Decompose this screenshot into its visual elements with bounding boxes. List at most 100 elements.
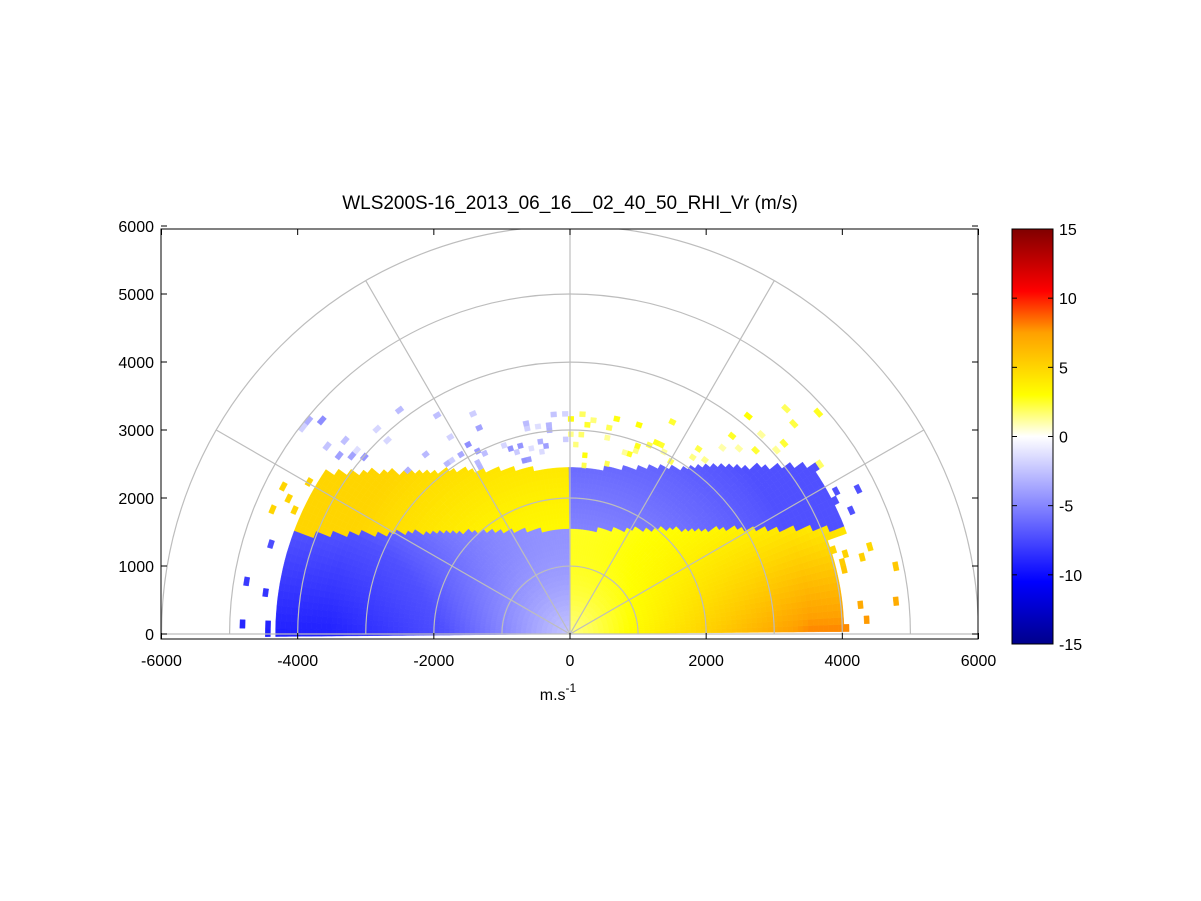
velocity-cell [561, 502, 566, 509]
velocity-cell [715, 616, 722, 622]
velocity-cell [579, 482, 585, 489]
velocity-cell [556, 487, 562, 494]
velocity-cell [567, 416, 575, 422]
velocity-cell [717, 463, 726, 472]
velocity-cell [710, 621, 717, 626]
velocity-cell [575, 492, 581, 499]
velocity-cell [743, 411, 753, 421]
velocity-cell [831, 486, 841, 497]
velocity-cell [551, 472, 557, 479]
velocity-cell [443, 459, 452, 468]
velocity-cell [560, 477, 565, 484]
velocity-cell [680, 629, 686, 634]
velocity-cell [731, 623, 737, 629]
velocity-cell [685, 626, 692, 631]
velocity-cell [786, 608, 793, 616]
velocity-cell [828, 624, 835, 632]
velocity-cell [559, 467, 565, 474]
velocity-cell [538, 448, 545, 455]
velocity-cell [741, 618, 747, 624]
velocity-cell [721, 628, 727, 633]
velocity-cell [690, 629, 697, 634]
velocity-cell [560, 482, 566, 489]
velocity-cell [773, 462, 783, 473]
velocity-cell [576, 477, 582, 484]
velocity-cell [680, 466, 688, 474]
velocity-cell [580, 472, 586, 479]
velocity-cell [720, 620, 727, 626]
velocity-cell [564, 472, 569, 478]
velocity-cell [710, 624, 717, 630]
velocity-cell [807, 625, 814, 633]
velocity-cell [636, 465, 643, 473]
velocity-cell [694, 444, 703, 453]
velocity-cell [668, 418, 677, 426]
velocity-cell [688, 453, 697, 462]
velocity-cell [581, 467, 587, 474]
velocity-cell [812, 612, 819, 620]
velocity-cell [892, 596, 900, 606]
velocity-cell [568, 472, 574, 478]
velocity-cell [740, 613, 747, 620]
velocity-cell [580, 477, 586, 484]
velocity-cell [725, 619, 732, 625]
velocity-cell [797, 619, 804, 627]
velocity-cell [725, 463, 734, 472]
velocity-cell [284, 493, 294, 504]
velocity-cell [827, 610, 834, 619]
velocity-cell [562, 513, 567, 519]
velocity-cell [734, 444, 744, 453]
velocity-cell [568, 482, 573, 488]
velocity-cell [577, 513, 582, 520]
velocity-cell [821, 604, 828, 613]
velocity-cell [766, 621, 773, 628]
velocity-cell [545, 422, 553, 429]
velocity-cell [817, 618, 824, 626]
velocity-cell [372, 424, 382, 434]
velocity-cell [500, 441, 508, 449]
velocity-cell [761, 616, 768, 623]
velocity-cell [575, 508, 580, 514]
velocity-cell [694, 464, 703, 472]
velocity-cell [634, 442, 642, 450]
velocity-cell [574, 518, 579, 525]
velocity-cell [726, 628, 732, 633]
velocity-cell [741, 464, 750, 474]
velocity-cell [755, 612, 762, 618]
velocity-cell [772, 626, 778, 633]
velocity-cell [865, 541, 874, 552]
velocity-cell [802, 613, 809, 621]
velocity-cell [710, 628, 717, 634]
velocity-cell [800, 600, 808, 608]
velocity-cell [750, 607, 757, 614]
velocity-cell [567, 431, 574, 437]
velocity-cell [576, 472, 582, 479]
velocity-cell [564, 477, 569, 484]
velocity-cell [584, 478, 590, 485]
velocity-cell [568, 487, 573, 494]
velocity-cell [566, 528, 570, 535]
velocity-cell [751, 445, 761, 455]
velocity-cell [316, 415, 327, 426]
velocity-cell [796, 607, 803, 615]
velocity-cell [791, 613, 798, 621]
velocity-cell [766, 616, 773, 623]
velocity-cell [777, 626, 784, 633]
velocity-cell [756, 617, 763, 623]
velocity-cell [421, 450, 430, 459]
velocity-cell [621, 465, 628, 472]
velocity-cell [550, 467, 557, 474]
velocity-cell [756, 627, 763, 633]
velocity-cell [566, 538, 570, 545]
velocity-cell [432, 411, 442, 420]
velocity-cell [705, 628, 712, 633]
velocity-cell [635, 421, 643, 429]
velocity-cell [705, 625, 712, 630]
velocity-cell [816, 605, 823, 613]
velocity-cell [807, 612, 814, 620]
velocity-cell [568, 467, 574, 473]
velocity-cell [572, 487, 577, 494]
velocity-cell [815, 459, 825, 470]
velocity-cell [760, 611, 767, 618]
velocity-cell [604, 434, 611, 442]
